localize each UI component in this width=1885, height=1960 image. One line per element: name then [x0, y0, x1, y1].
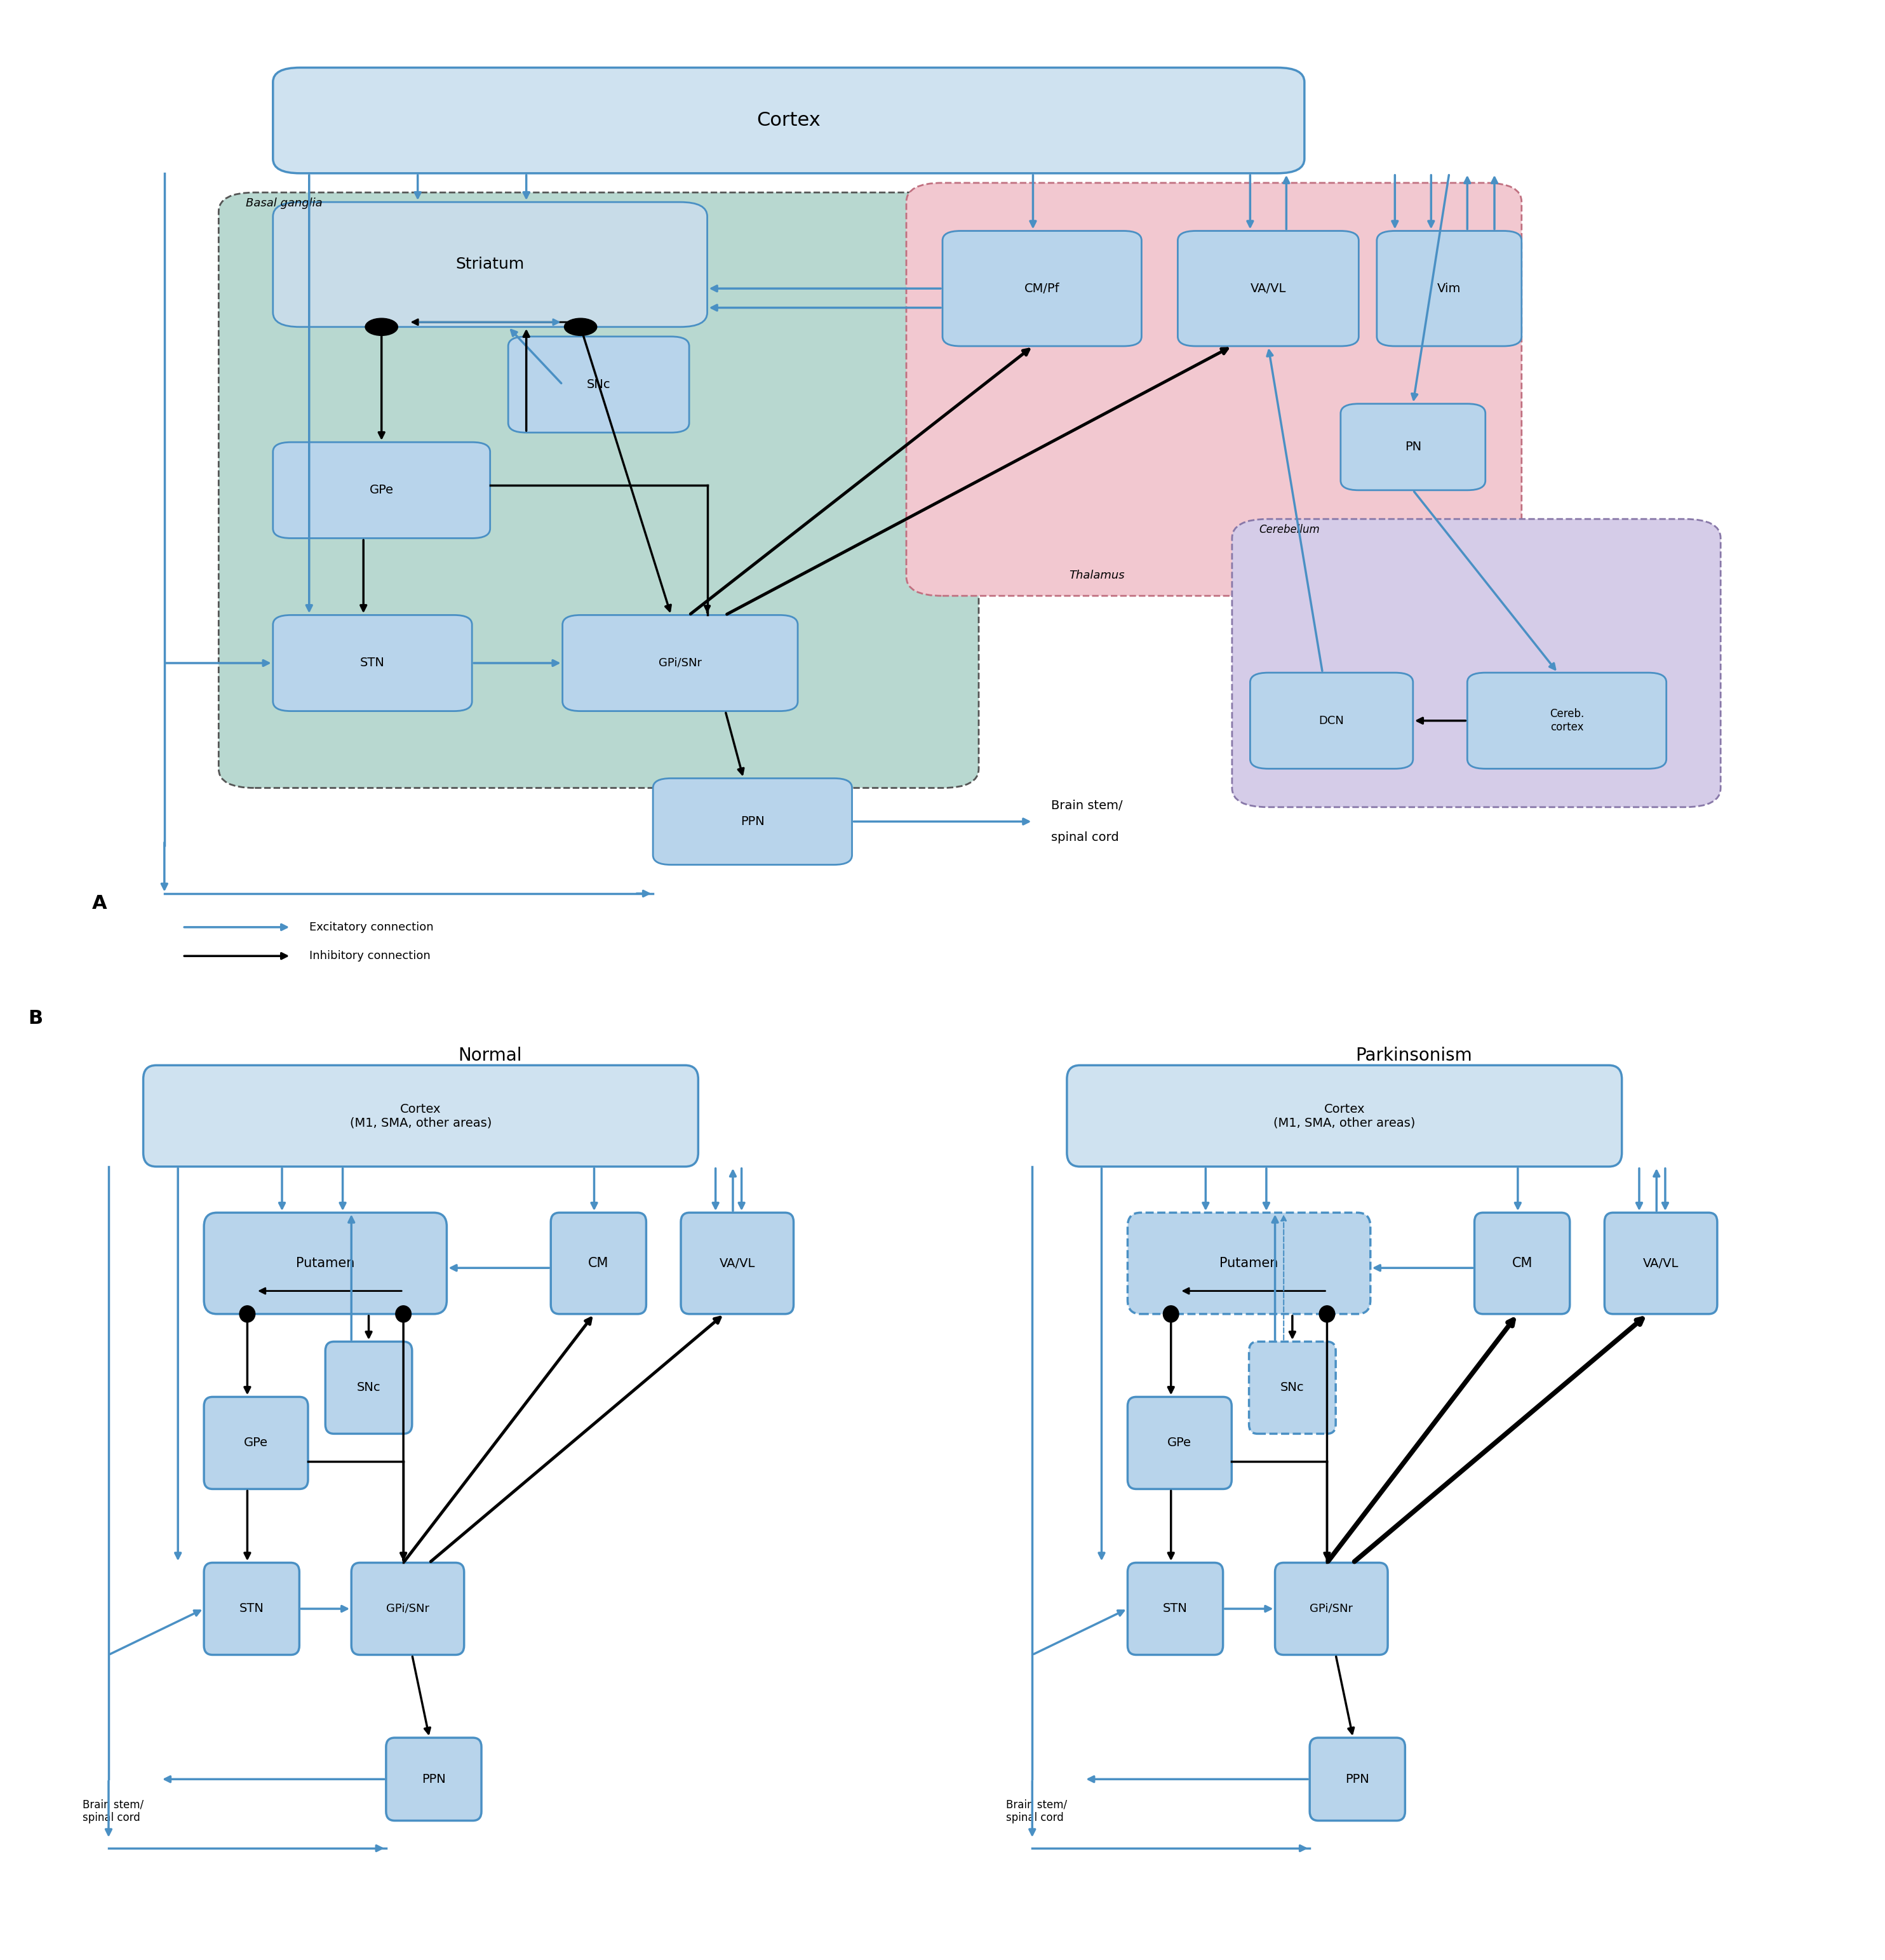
Text: SNc: SNc — [586, 378, 611, 390]
Text: GPe: GPe — [369, 484, 394, 496]
FancyBboxPatch shape — [204, 1213, 447, 1313]
FancyBboxPatch shape — [942, 231, 1142, 347]
FancyBboxPatch shape — [386, 1739, 481, 1821]
Text: Basal ganglia: Basal ganglia — [245, 198, 322, 208]
Text: PPN: PPN — [1346, 1774, 1369, 1786]
Text: GPi/SNr: GPi/SNr — [386, 1603, 430, 1615]
Circle shape — [1163, 1305, 1178, 1323]
Text: CM/Pf: CM/Pf — [1024, 282, 1059, 294]
Circle shape — [366, 318, 398, 335]
Text: VA/VL: VA/VL — [1250, 282, 1286, 294]
Text: SNc: SNc — [356, 1382, 381, 1394]
Text: STN: STN — [239, 1603, 264, 1615]
FancyBboxPatch shape — [273, 615, 471, 711]
FancyBboxPatch shape — [1250, 672, 1414, 768]
FancyBboxPatch shape — [1127, 1562, 1223, 1654]
FancyBboxPatch shape — [1474, 1213, 1570, 1313]
Text: Excitatory connection: Excitatory connection — [309, 921, 434, 933]
FancyBboxPatch shape — [1067, 1066, 1621, 1166]
Circle shape — [239, 1305, 254, 1323]
Text: Striatum: Striatum — [456, 257, 524, 272]
FancyBboxPatch shape — [273, 202, 707, 327]
Text: PPN: PPN — [741, 815, 765, 827]
Text: Brain stem/: Brain stem/ — [1052, 800, 1123, 811]
FancyBboxPatch shape — [204, 1562, 300, 1654]
FancyBboxPatch shape — [1467, 672, 1666, 768]
FancyBboxPatch shape — [1604, 1213, 1717, 1313]
FancyBboxPatch shape — [1340, 404, 1485, 490]
FancyBboxPatch shape — [326, 1341, 413, 1435]
Text: D1: D1 — [573, 319, 588, 329]
FancyBboxPatch shape — [273, 67, 1304, 172]
FancyBboxPatch shape — [509, 337, 690, 433]
Text: GPe: GPe — [243, 1437, 268, 1448]
Text: Putamen: Putamen — [1220, 1256, 1278, 1270]
FancyBboxPatch shape — [1310, 1739, 1404, 1821]
Text: DCN: DCN — [1320, 715, 1344, 727]
Text: GPi/SNr: GPi/SNr — [1310, 1603, 1353, 1615]
Text: Brain stem/
spinal cord: Brain stem/ spinal cord — [83, 1799, 143, 1823]
FancyBboxPatch shape — [1233, 519, 1721, 808]
FancyBboxPatch shape — [562, 615, 797, 711]
Circle shape — [564, 318, 598, 335]
FancyBboxPatch shape — [1127, 1213, 1370, 1313]
Text: Cortex
(M1, SMA, other areas): Cortex (M1, SMA, other areas) — [1274, 1103, 1416, 1129]
Text: Thalamus: Thalamus — [1069, 570, 1125, 582]
Text: GPe: GPe — [1167, 1437, 1191, 1448]
Text: Cerebellum: Cerebellum — [1259, 523, 1320, 535]
Text: STN: STN — [1163, 1603, 1188, 1615]
Text: Normal: Normal — [458, 1047, 522, 1064]
Text: spinal cord: spinal cord — [1052, 831, 1120, 843]
FancyBboxPatch shape — [550, 1213, 647, 1313]
Text: Brain stem/
spinal cord: Brain stem/ spinal cord — [1007, 1799, 1067, 1823]
Text: SNc: SNc — [1280, 1382, 1304, 1394]
FancyBboxPatch shape — [219, 192, 978, 788]
FancyBboxPatch shape — [1274, 1562, 1387, 1654]
FancyBboxPatch shape — [652, 778, 852, 864]
Text: STN: STN — [360, 657, 385, 668]
Text: D2: D2 — [375, 319, 388, 329]
Text: CM: CM — [588, 1256, 609, 1270]
Text: Vim: Vim — [1438, 282, 1461, 294]
FancyBboxPatch shape — [351, 1562, 464, 1654]
FancyBboxPatch shape — [1178, 231, 1359, 347]
Circle shape — [396, 1305, 411, 1323]
Text: B: B — [28, 1009, 43, 1027]
FancyBboxPatch shape — [680, 1213, 794, 1313]
Text: VA/VL: VA/VL — [1644, 1256, 1680, 1270]
Circle shape — [1320, 1305, 1335, 1323]
Text: PN: PN — [1404, 441, 1421, 453]
Text: GPi/SNr: GPi/SNr — [658, 657, 701, 668]
Text: VA/VL: VA/VL — [720, 1256, 756, 1270]
Text: Putamen: Putamen — [296, 1256, 354, 1270]
Text: Cortex
(M1, SMA, other areas): Cortex (M1, SMA, other areas) — [351, 1103, 492, 1129]
FancyBboxPatch shape — [1127, 1397, 1231, 1490]
Text: Inhibitory connection: Inhibitory connection — [309, 951, 430, 962]
Text: Cortex: Cortex — [756, 112, 820, 129]
FancyBboxPatch shape — [907, 182, 1521, 596]
FancyBboxPatch shape — [1376, 231, 1521, 347]
FancyBboxPatch shape — [1250, 1341, 1336, 1435]
Text: A: A — [92, 894, 107, 911]
Text: CM: CM — [1512, 1256, 1533, 1270]
Text: PPN: PPN — [422, 1774, 445, 1786]
Text: Parkinsonism: Parkinsonism — [1355, 1047, 1472, 1064]
FancyBboxPatch shape — [273, 443, 490, 539]
FancyBboxPatch shape — [204, 1397, 307, 1490]
Text: Cereb.
cortex: Cereb. cortex — [1549, 708, 1583, 733]
FancyBboxPatch shape — [143, 1066, 697, 1166]
